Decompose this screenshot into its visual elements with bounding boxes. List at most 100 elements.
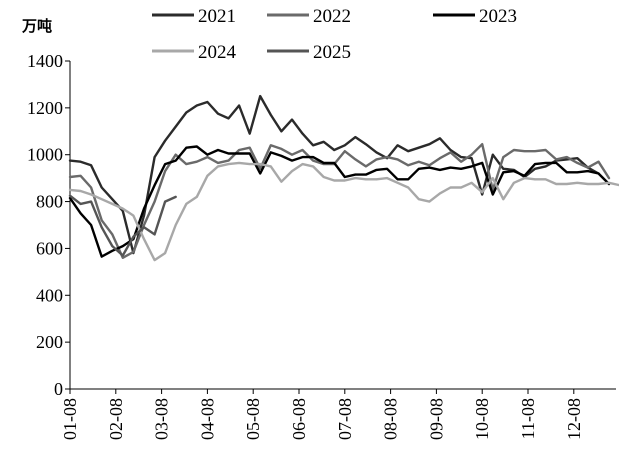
data-point <box>449 151 452 154</box>
x-tick-label: 01-08 <box>60 398 80 440</box>
series-line-2022 <box>68 142 611 259</box>
data-point <box>259 172 262 175</box>
data-point <box>206 156 209 158</box>
data-point <box>576 157 579 159</box>
data-point <box>386 156 388 158</box>
data-point <box>259 95 262 97</box>
data-point <box>90 164 92 167</box>
data-point <box>418 146 420 149</box>
legend-item-2024: 2024 <box>152 42 237 63</box>
data-point <box>333 179 336 182</box>
data-point <box>280 155 283 157</box>
data-point <box>513 149 515 151</box>
data-point <box>270 165 272 168</box>
data-point <box>407 186 410 189</box>
data-point <box>502 198 505 200</box>
data-point <box>238 162 240 164</box>
x-tick-label: 03-08 <box>152 398 172 440</box>
data-point <box>248 146 251 149</box>
data-point <box>470 182 473 184</box>
data-point <box>301 156 304 158</box>
data-point <box>344 150 346 152</box>
data-point <box>196 104 198 107</box>
y-tick-label: 1400 <box>27 51 63 71</box>
data-point <box>111 245 114 247</box>
data-point <box>100 226 103 229</box>
data-point <box>597 172 600 175</box>
data-point <box>248 163 251 165</box>
data-point <box>312 144 314 147</box>
data-point <box>428 143 431 145</box>
data-point <box>428 200 431 203</box>
data-point <box>449 166 452 169</box>
data-point <box>100 219 103 222</box>
data-point <box>555 158 557 161</box>
data-point <box>418 160 420 163</box>
data-point <box>523 175 526 177</box>
legend-item-2021: 2021 <box>152 6 236 27</box>
data-point <box>122 245 124 247</box>
data-point <box>322 162 325 164</box>
data-point <box>555 162 557 164</box>
data-point <box>196 160 198 163</box>
data-point <box>544 178 547 181</box>
data-point <box>354 136 357 138</box>
data-point <box>587 183 589 185</box>
legend-label: 2025 <box>313 42 351 63</box>
data-point <box>439 192 441 195</box>
data-point <box>174 196 177 198</box>
y-axis-unit-label: 万吨 <box>21 17 52 35</box>
legend-item-2022: 2022 <box>267 6 351 27</box>
data-point <box>301 149 304 151</box>
data-point <box>280 130 283 133</box>
data-point <box>69 194 71 197</box>
data-point <box>174 159 177 162</box>
data-point <box>90 186 92 189</box>
data-point <box>386 177 388 179</box>
data-point <box>259 163 262 165</box>
data-point <box>481 191 484 193</box>
data-point <box>164 163 166 165</box>
x-tick-label: 02-08 <box>106 398 126 440</box>
data-point <box>90 193 92 196</box>
data-point <box>460 156 462 158</box>
data-point <box>111 203 114 205</box>
data-point <box>227 152 230 155</box>
data-point <box>407 164 410 167</box>
data-point <box>227 159 230 162</box>
data-point <box>227 163 230 165</box>
data-point <box>312 156 314 158</box>
data-point <box>153 200 156 203</box>
data-point <box>354 158 357 161</box>
data-point <box>312 159 314 162</box>
data-point <box>79 203 82 205</box>
data-point <box>248 132 251 135</box>
data-point <box>111 198 114 200</box>
data-point <box>576 171 579 174</box>
x-tick-label: 12-08 <box>564 398 584 440</box>
data-point <box>449 186 452 189</box>
data-point <box>354 177 357 179</box>
data-point <box>523 177 526 179</box>
data-point <box>122 257 124 259</box>
x-tick-label: 04-08 <box>197 398 217 440</box>
data-point <box>449 149 452 151</box>
x-tick-label: 10-08 <box>472 398 492 440</box>
legend-label: 2021 <box>198 6 236 27</box>
data-point <box>502 171 505 174</box>
data-point <box>428 166 431 169</box>
data-point <box>460 168 462 170</box>
data-point <box>460 186 462 189</box>
data-point <box>217 162 219 164</box>
data-point <box>492 193 494 196</box>
data-point <box>534 163 536 165</box>
data-point <box>481 162 484 164</box>
data-point <box>153 259 156 261</box>
data-point <box>597 183 600 185</box>
data-point <box>122 207 124 210</box>
data-point <box>111 233 114 236</box>
data-point <box>280 180 283 183</box>
data-point <box>217 165 219 168</box>
data-point <box>153 156 156 158</box>
x-tick-label: 07-08 <box>335 398 355 440</box>
